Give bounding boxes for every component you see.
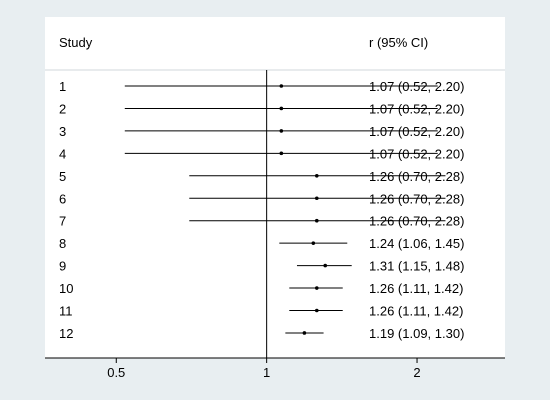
point-estimate — [323, 263, 328, 268]
x-tick-label: 0.5 — [107, 365, 125, 380]
study-row: 5 1.26 (0.70, 2.28) — [59, 169, 464, 184]
study-label: 9 — [59, 259, 66, 274]
study-label: 10 — [59, 281, 73, 296]
estimate-label: 1.07 (0.52, 2.20) — [369, 146, 464, 161]
estimate-label: 1.19 (1.09, 1.30) — [369, 326, 464, 341]
study-row: 6 1.26 (0.70, 2.28) — [59, 191, 464, 206]
point-estimate — [279, 84, 284, 88]
study-row: 7 1.26 (0.70, 2.28) — [59, 214, 464, 229]
study-rows: 1 1.07 (0.52, 2.20) 2 1.07 (0.52, 2.20) 3 1.0… — [59, 79, 464, 341]
point-estimate — [279, 106, 284, 111]
study-row: 12 1.19 (1.09, 1.30) — [59, 326, 464, 341]
x-tick-label: 1 — [263, 365, 270, 380]
study-label: 1 — [59, 79, 66, 94]
study-label: 3 — [59, 124, 66, 139]
x-tick-label: 2 — [413, 365, 420, 380]
plot-panel — [45, 17, 505, 358]
estimate-column-header: r (95% CI) — [369, 35, 428, 50]
study-label: 11 — [59, 304, 73, 319]
study-label: 2 — [59, 101, 66, 116]
point-estimate — [279, 151, 284, 156]
study-row: 10 1.26 (1.11, 1.42) — [59, 281, 463, 296]
estimate-label: 1.07 (0.52, 2.20) — [369, 101, 464, 116]
estimate-label: 1.26 (0.70, 2.28) — [369, 191, 464, 206]
point-estimate — [311, 241, 316, 245]
estimate-label: 1.24 (1.06, 1.45) — [369, 236, 464, 251]
study-label: 12 — [59, 326, 73, 341]
estimate-label: 1.26 (1.11, 1.42) — [369, 304, 463, 319]
study-row: 1 1.07 (0.52, 2.20) — [59, 79, 464, 94]
estimate-label: 1.07 (0.52, 2.20) — [369, 79, 464, 94]
point-estimate — [314, 196, 319, 201]
x-axis-ticks: 0.5 1 2 — [107, 358, 421, 380]
study-label: 7 — [59, 214, 66, 229]
point-estimate — [314, 174, 319, 178]
estimate-label: 1.07 (0.52, 2.20) — [369, 124, 464, 139]
point-estimate — [302, 331, 307, 335]
study-label: 4 — [59, 146, 66, 161]
estimate-label: 1.26 (0.70, 2.28) — [369, 214, 464, 229]
study-row: 9 1.31 (1.15, 1.48) — [59, 259, 464, 274]
estimate-label: 1.26 (0.70, 2.28) — [369, 169, 464, 184]
study-label: 8 — [59, 236, 66, 251]
study-row: 11 1.26 (1.11, 1.42) — [59, 304, 463, 319]
study-row: 4 1.07 (0.52, 2.20) — [59, 146, 464, 161]
study-label: 5 — [59, 169, 66, 184]
point-estimate — [314, 286, 319, 290]
estimate-label: 1.26 (1.11, 1.42) — [369, 281, 463, 296]
estimate-label: 1.31 (1.15, 1.48) — [369, 259, 464, 274]
study-row: 3 1.07 (0.52, 2.20) — [59, 124, 464, 139]
study-row: 8 1.24 (1.06, 1.45) — [59, 236, 464, 251]
point-estimate — [314, 218, 319, 223]
study-column-header: Study — [59, 35, 93, 50]
point-estimate — [314, 308, 319, 313]
study-row: 2 1.07 (0.52, 2.20) — [59, 101, 464, 116]
point-estimate — [279, 129, 284, 133]
study-label: 6 — [59, 191, 66, 206]
